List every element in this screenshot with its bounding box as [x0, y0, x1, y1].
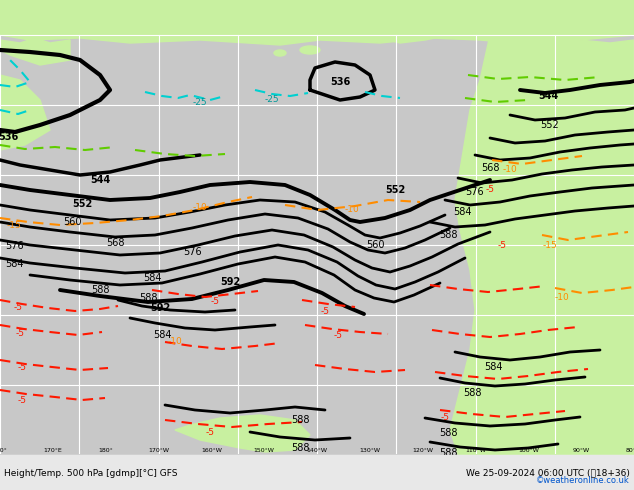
- Text: 536: 536: [330, 77, 350, 87]
- Text: 588: 588: [291, 415, 309, 425]
- Text: -10: -10: [555, 294, 569, 302]
- Text: 120°W: 120°W: [412, 448, 433, 453]
- Text: -15: -15: [6, 221, 22, 230]
- Text: 560: 560: [366, 240, 384, 250]
- Text: -10: -10: [503, 166, 517, 174]
- Text: 592: 592: [150, 303, 170, 313]
- Text: -10: -10: [167, 338, 183, 346]
- Text: -5: -5: [13, 303, 22, 313]
- Text: -5: -5: [18, 364, 27, 372]
- Text: 552: 552: [385, 185, 405, 195]
- Text: 584: 584: [153, 330, 171, 340]
- Ellipse shape: [228, 464, 248, 472]
- Text: 150°W: 150°W: [254, 448, 275, 453]
- Text: -5: -5: [321, 308, 330, 317]
- Polygon shape: [595, 270, 630, 335]
- Text: 584: 584: [4, 259, 23, 269]
- Polygon shape: [0, 0, 634, 45]
- Text: 544: 544: [538, 91, 558, 101]
- Polygon shape: [0, 38, 70, 65]
- Text: 588: 588: [139, 293, 157, 303]
- Polygon shape: [380, 30, 450, 43]
- Text: -5: -5: [498, 241, 507, 249]
- Text: 544: 544: [90, 175, 110, 185]
- Text: 80°W: 80°W: [626, 448, 634, 453]
- Text: 552: 552: [72, 199, 92, 209]
- Text: 568: 568: [481, 163, 499, 173]
- Text: 588: 588: [439, 428, 457, 438]
- Text: -5: -5: [205, 427, 214, 437]
- Text: 584: 584: [143, 273, 161, 283]
- Text: 90°W: 90°W: [573, 448, 590, 453]
- Text: -10: -10: [193, 203, 207, 213]
- Text: -25: -25: [264, 96, 280, 104]
- Text: 536: 536: [0, 132, 18, 142]
- Polygon shape: [580, 150, 625, 220]
- Ellipse shape: [274, 50, 286, 56]
- Text: -5: -5: [333, 332, 342, 341]
- Text: -5: -5: [15, 329, 25, 339]
- Text: 160°W: 160°W: [201, 448, 222, 453]
- Text: 170°W: 170°W: [148, 448, 169, 453]
- Text: 588: 588: [291, 443, 309, 453]
- Text: Height/Temp. 500 hPa [gdmp][°C] GFS: Height/Temp. 500 hPa [gdmp][°C] GFS: [4, 468, 178, 477]
- Polygon shape: [175, 415, 310, 452]
- Text: We 25-09-2024 06:00 UTC (˰18+36): We 25-09-2024 06:00 UTC (˰18+36): [466, 468, 630, 477]
- Text: 130°W: 130°W: [359, 448, 380, 453]
- Text: 110°W: 110°W: [465, 448, 486, 453]
- Text: 560: 560: [63, 217, 81, 227]
- Text: -5: -5: [18, 395, 27, 405]
- Text: 568: 568: [106, 238, 124, 248]
- Text: 576: 576: [4, 241, 23, 251]
- Text: 140°W: 140°W: [306, 448, 328, 453]
- Bar: [0, 455, 634, 490]
- Ellipse shape: [300, 46, 320, 54]
- Text: -5: -5: [486, 186, 495, 195]
- Polygon shape: [0, 75, 50, 150]
- Text: 100°W: 100°W: [518, 448, 539, 453]
- Text: 588: 588: [439, 448, 457, 458]
- Text: 592: 592: [220, 277, 240, 287]
- Text: 552: 552: [541, 120, 559, 130]
- Text: 584: 584: [453, 207, 471, 217]
- Text: 180°: 180°: [98, 448, 113, 453]
- Text: 576: 576: [183, 247, 202, 257]
- Text: ©weatheronline.co.uk: ©weatheronline.co.uk: [536, 476, 630, 485]
- Text: -5: -5: [210, 297, 219, 307]
- Text: 584: 584: [484, 362, 502, 372]
- Text: 170°E: 170°E: [44, 448, 62, 453]
- Text: -5: -5: [441, 413, 450, 421]
- Text: -10: -10: [345, 205, 359, 215]
- Text: 576: 576: [466, 187, 484, 197]
- Polygon shape: [450, 35, 634, 490]
- Text: 588: 588: [91, 285, 109, 295]
- Text: -25: -25: [193, 98, 207, 107]
- Text: -15: -15: [543, 242, 557, 250]
- Text: 588: 588: [463, 388, 481, 398]
- Text: 588: 588: [439, 230, 457, 240]
- Text: 180°: 180°: [0, 448, 8, 453]
